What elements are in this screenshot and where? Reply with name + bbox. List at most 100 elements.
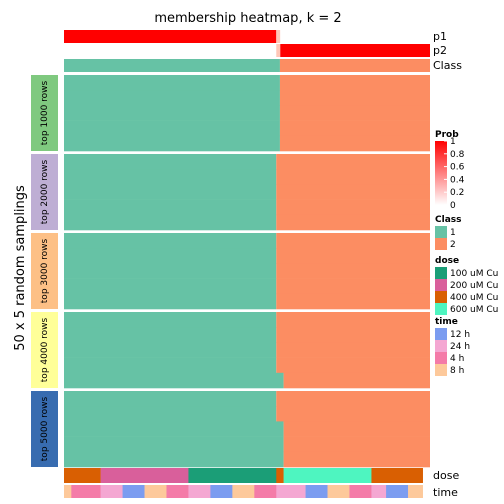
row-group-label: top 1000 rows bbox=[40, 80, 50, 145]
heatmap-cell-class1 bbox=[64, 293, 277, 310]
legend-item-dose: 400 uM Cu bbox=[450, 293, 498, 303]
dose-annotation-cell bbox=[371, 468, 423, 483]
legend-item-time: 24 h bbox=[450, 342, 470, 352]
heatmap-cell-class1 bbox=[64, 248, 277, 264]
heatmap-cell-class2 bbox=[279, 75, 430, 91]
heatmap-cell-class2 bbox=[279, 105, 430, 121]
row-group-label: top 5000 rows bbox=[40, 396, 50, 461]
heatmap-cell-class1 bbox=[64, 263, 277, 279]
heatmap-cell-class2 bbox=[276, 312, 430, 328]
legend-title-dose: dose bbox=[435, 256, 459, 266]
p2-annotation-label: p2 bbox=[433, 44, 447, 57]
legend-swatch-dose bbox=[435, 279, 447, 291]
p2-annotation-cell bbox=[276, 44, 281, 57]
prob-tick-label: 0.2 bbox=[450, 188, 464, 198]
heatmap-cell-class2 bbox=[276, 154, 430, 170]
time-annotation-cell bbox=[371, 485, 387, 498]
heatmap-cell-class1 bbox=[64, 169, 277, 185]
prob-tick-label: 0 bbox=[450, 201, 456, 211]
time-annotation-label: time bbox=[433, 486, 458, 499]
legend-item-class: 1 bbox=[450, 228, 456, 238]
heatmap-cell-class2 bbox=[279, 120, 430, 137]
heatmap-cell-class1 bbox=[64, 233, 277, 249]
time-annotation-cell bbox=[122, 485, 145, 498]
heatmap-cell-class1 bbox=[64, 342, 277, 358]
row-group-label: top 3000 rows bbox=[40, 238, 50, 303]
legend-title-time: time bbox=[435, 317, 458, 327]
p2-annotation-cell bbox=[280, 44, 430, 57]
heatmap-cell-class1 bbox=[64, 214, 277, 231]
heatmap-cell-class1 bbox=[64, 357, 277, 374]
heatmap-cell-class2 bbox=[276, 391, 430, 407]
time-annotation-cell bbox=[386, 485, 409, 498]
heatmap-cell-class1 bbox=[64, 372, 284, 389]
legend-swatch-class bbox=[435, 226, 447, 238]
row-group-bar bbox=[31, 75, 58, 151]
heatmap-cell-class2 bbox=[279, 135, 430, 152]
legend-swatch-time bbox=[435, 352, 447, 364]
dose-annotation-label: dose bbox=[433, 469, 459, 482]
heatmap-cell-class1 bbox=[64, 75, 280, 91]
time-annotation-cell bbox=[166, 485, 189, 498]
row-group-bar bbox=[31, 233, 58, 309]
legend-item-dose: 200 uM Cu bbox=[450, 281, 498, 291]
class-annotation-label: Class bbox=[433, 59, 462, 72]
legend-item-class: 2 bbox=[450, 240, 456, 250]
heatmap-cell-class2 bbox=[276, 293, 430, 310]
time-annotation-cell bbox=[327, 485, 350, 498]
p1-annotation-cell bbox=[276, 30, 281, 43]
class-annotation-cell bbox=[64, 59, 280, 72]
heatmap-cell-class1 bbox=[64, 154, 277, 170]
legend-swatch-dose bbox=[435, 303, 447, 315]
row-group-bar bbox=[31, 312, 58, 388]
time-annotation-cell bbox=[71, 485, 101, 498]
dose-annotation-cell bbox=[64, 468, 101, 483]
time-annotation-cell bbox=[276, 485, 306, 498]
heatmap-cell-class1 bbox=[64, 199, 277, 216]
heatmap-cell-class2 bbox=[276, 263, 430, 279]
time-annotation-cell bbox=[254, 485, 277, 498]
heatmap-cell-class1 bbox=[64, 312, 277, 328]
time-annotation-cell bbox=[100, 485, 123, 498]
heatmap-cell-class2 bbox=[283, 372, 430, 389]
dose-annotation-cell bbox=[276, 468, 284, 483]
prob-color-bar bbox=[435, 141, 447, 205]
legend-swatch-class bbox=[435, 238, 447, 250]
heatmap-cell-class2 bbox=[276, 214, 430, 231]
heatmap-cell-class1 bbox=[64, 105, 280, 121]
prob-tick-label: 0.4 bbox=[450, 175, 465, 185]
legend-item-time: 4 h bbox=[450, 354, 464, 364]
heatmap-cell-class2 bbox=[276, 233, 430, 249]
time-annotation-cell bbox=[408, 485, 423, 498]
legend-title-class: Class bbox=[435, 215, 461, 225]
heatmap-cell-class1 bbox=[64, 421, 284, 437]
legend-item-time: 12 h bbox=[450, 330, 470, 340]
legend-swatch-dose bbox=[435, 291, 447, 303]
heatmap-cell-class1 bbox=[64, 406, 277, 422]
prob-tick-label: 0.6 bbox=[450, 163, 465, 173]
p1-annotation-label: p1 bbox=[433, 30, 447, 43]
p1-annotation-cell bbox=[280, 30, 430, 43]
legend-swatch-dose bbox=[435, 267, 447, 279]
heatmap-cell-class1 bbox=[64, 184, 277, 200]
chart-title: membership heatmap, k = 2 bbox=[154, 11, 341, 26]
y-axis-label: 50 x 5 random samplings bbox=[13, 185, 28, 351]
time-annotation-cell bbox=[144, 485, 167, 498]
prob-tick-label: 0.8 bbox=[450, 150, 465, 160]
row-group-bar bbox=[31, 154, 58, 230]
heatmap-cell-class2 bbox=[279, 90, 430, 106]
p1-annotation-cell bbox=[64, 30, 277, 43]
time-annotation-cell bbox=[349, 485, 372, 498]
time-annotation-cell bbox=[210, 485, 233, 498]
dose-annotation-cell bbox=[100, 468, 189, 483]
legend-item-dose: 600 uM Cu bbox=[450, 305, 498, 315]
heatmap-cell-class1 bbox=[64, 120, 280, 137]
legend-swatch-time bbox=[435, 328, 447, 340]
heatmap-cell-class1 bbox=[64, 391, 277, 407]
heatmap-cell-class2 bbox=[276, 169, 430, 185]
row-group-label: top 4000 rows bbox=[40, 317, 50, 382]
prob-tick-label: 1 bbox=[450, 137, 456, 147]
legend-swatch-time bbox=[435, 364, 447, 376]
heatmap-cell-class1 bbox=[64, 451, 284, 468]
